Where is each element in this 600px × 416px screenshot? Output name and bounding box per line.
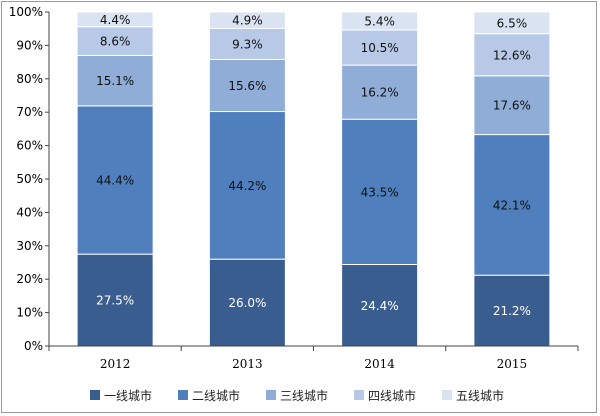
bar-2012-series-5 (76, 11, 154, 28)
data-label: 24.4% (361, 299, 399, 313)
data-label: 21.2% (493, 304, 531, 318)
data-label: 4.4% (100, 13, 131, 27)
y-tick-label: 50% (16, 172, 43, 186)
legend-label: 三线城市 (280, 388, 328, 403)
x-tick-label: 2012 (100, 357, 131, 371)
legend-swatch (354, 390, 364, 400)
bar-2012-series-4 (76, 26, 154, 56)
data-label: 43.5% (361, 185, 399, 199)
y-tick-label: 100% (9, 5, 43, 19)
bar-2014-series-2 (341, 118, 419, 266)
data-label: 8.6% (100, 35, 131, 49)
x-tick-label: 2015 (497, 357, 528, 371)
bar-2014-series-5 (341, 11, 419, 31)
data-label: 10.5% (361, 41, 399, 55)
data-label: 5.4% (364, 15, 395, 29)
y-tick-label: 20% (16, 272, 43, 286)
legend-swatch (178, 390, 188, 400)
legend-label: 二线城市 (192, 388, 240, 403)
bar-2013-series-4 (208, 27, 286, 60)
legend-swatch (266, 390, 276, 400)
y-tick-label: 80% (16, 72, 43, 86)
data-label: 17.6% (493, 99, 531, 113)
y-tick-label: 90% (16, 38, 43, 52)
bar-2012-series-1 (76, 253, 154, 347)
data-label: 42.1% (493, 198, 531, 212)
bars-layer: 27.5% 44.4% 15.1% 8.6% 4.4% 26.0% 44.2% 15.6% 9.… (76, 11, 551, 347)
data-label: 44.2% (228, 179, 266, 193)
data-label: 12.6% (493, 48, 531, 62)
bar-2013-series-2 (208, 111, 286, 260)
legend-swatch (90, 390, 100, 400)
bar-2015-series-5 (473, 11, 551, 35)
x-tick-label: 2013 (232, 357, 263, 371)
y-tick-label: 40% (16, 205, 43, 219)
bar-2015-series-3 (473, 75, 551, 136)
bar-2013-series-3 (208, 58, 286, 113)
y-tick-label: 30% (16, 239, 43, 253)
legend-label: 一线城市 (104, 388, 152, 403)
y-tick-label: 10% (16, 306, 43, 320)
bar-2013-series-5 (208, 11, 286, 29)
axes-layer: 0% 10% 20% 30% 40% 50% 60% 70% 80% 90% 100% 2012 201… (9, 5, 579, 371)
legend: 一线城市 二线城市 三线城市 四线城市 五线城市 (90, 388, 504, 403)
y-tick-label: 60% (16, 139, 43, 153)
data-label: 16.2% (361, 86, 399, 100)
bar-2015-series-2 (473, 134, 551, 276)
bar-2015-series-1 (473, 274, 551, 347)
data-label: 26.0% (228, 296, 266, 310)
y-tick-label: 70% (16, 105, 43, 119)
data-label: 15.6% (228, 79, 266, 93)
legend-swatch (442, 390, 452, 400)
data-label: 44.4% (96, 174, 134, 188)
bar-2014-series-3 (341, 64, 419, 120)
data-label: 27.5% (96, 294, 134, 308)
data-label: 4.9% (232, 14, 263, 28)
data-label: 6.5% (497, 16, 528, 30)
y-tick-label: 0% (24, 339, 43, 353)
legend-label: 五线城市 (456, 388, 504, 403)
data-label: 15.1% (96, 74, 134, 88)
bar-2012-series-2 (76, 105, 154, 255)
data-label: 9.3% (232, 37, 263, 51)
x-tick-label: 2014 (364, 357, 395, 371)
legend-label: 四线城市 (368, 388, 416, 403)
bar-2015-series-4 (473, 33, 551, 77)
